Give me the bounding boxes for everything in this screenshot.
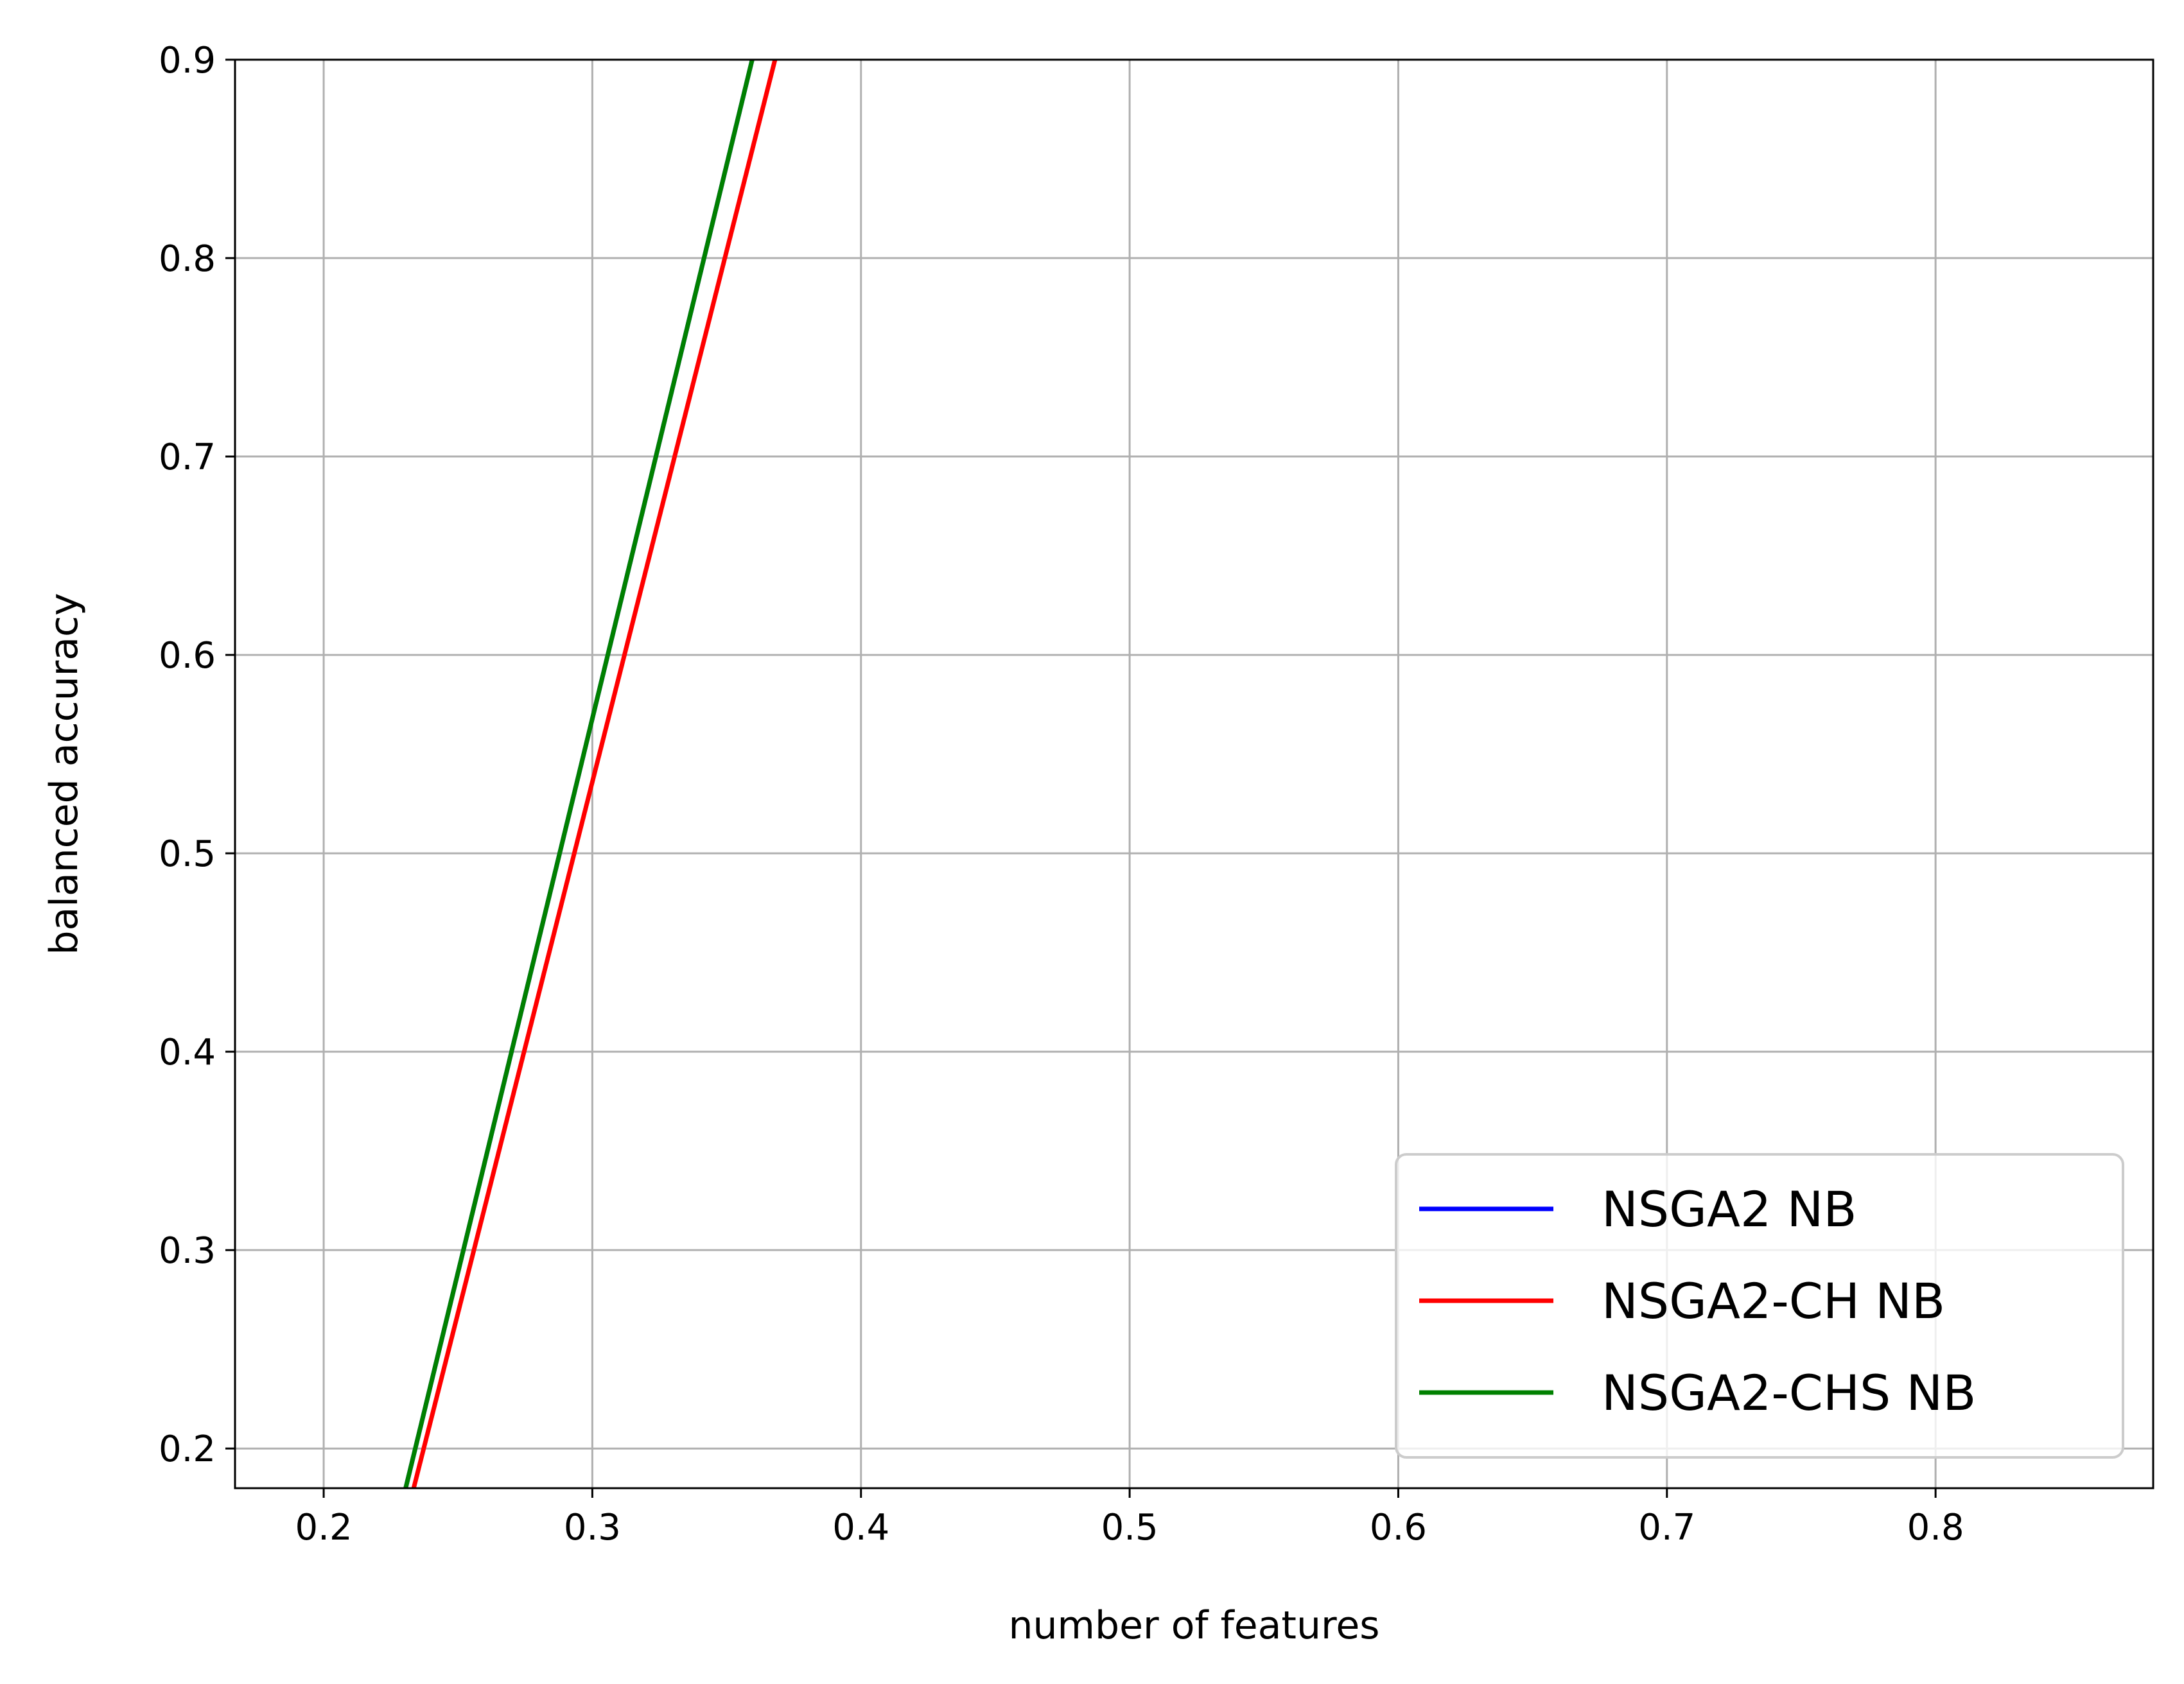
y-tick-label: 0.9 xyxy=(159,40,216,82)
axes-frame xyxy=(234,58,2154,1489)
plot-area xyxy=(403,60,778,1488)
y-tick-label: 0.3 xyxy=(159,1230,216,1272)
y-tick-label: 0.2 xyxy=(159,1428,216,1470)
x-tick-label: 0.5 xyxy=(1101,1507,1158,1549)
x-tick-label: 0.6 xyxy=(1370,1507,1427,1549)
x-axis-label: number of features xyxy=(1008,1603,1379,1648)
legend: NSGA2 NB NSGA2-CH NB NSGA2-CHS NB xyxy=(1395,1153,2124,1459)
y-axis-label: balanced accuracy xyxy=(42,593,87,955)
x-tick-label: 0.4 xyxy=(832,1507,889,1549)
y-tick-label: 0.8 xyxy=(159,238,216,280)
legend-entry-label: NSGA2-CH NB xyxy=(1602,1272,1945,1330)
x-tick-label: 0.7 xyxy=(1638,1507,1695,1549)
x-axis-ticks: 0.2 0.3 0.4 0.5 0.6 0.7 0.8 xyxy=(295,1488,1964,1549)
y-tick-label: 0.5 xyxy=(159,833,216,875)
legend-entry-label: NSGA2 NB xyxy=(1602,1181,1856,1238)
x-tick-label: 0.2 xyxy=(295,1507,353,1549)
y-axis-ticks: 0.2 0.3 0.4 0.5 0.6 0.7 0.8 0.9 xyxy=(159,40,235,1470)
x-tick-label: 0.8 xyxy=(1907,1507,1964,1549)
legend-box xyxy=(1395,1153,2124,1459)
x-tick-label: 0.3 xyxy=(564,1507,621,1549)
y-tick-label: 0.4 xyxy=(159,1032,216,1073)
y-tick-label: 0.6 xyxy=(159,635,216,677)
y-tick-label: 0.7 xyxy=(159,437,216,478)
legend-entry-label: NSGA2-CHS NB xyxy=(1602,1364,1976,1421)
series-line-3 xyxy=(403,60,755,1488)
series-line-2 xyxy=(411,60,778,1488)
